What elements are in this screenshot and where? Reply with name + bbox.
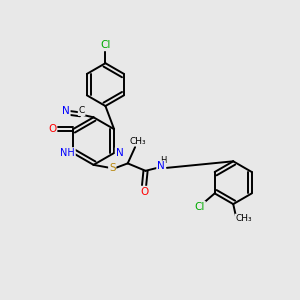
Text: Cl: Cl (195, 202, 205, 212)
Text: S: S (109, 163, 116, 173)
Text: N: N (62, 106, 70, 116)
Text: Cl: Cl (100, 40, 111, 50)
Text: CH₃: CH₃ (235, 214, 252, 224)
Text: N: N (116, 148, 123, 158)
Text: NH: NH (60, 148, 75, 158)
Text: N: N (157, 161, 165, 171)
Text: CH₃: CH₃ (129, 136, 146, 146)
Text: H: H (160, 157, 167, 166)
Text: C: C (79, 106, 85, 115)
Text: O: O (48, 124, 56, 134)
Text: O: O (140, 187, 148, 196)
